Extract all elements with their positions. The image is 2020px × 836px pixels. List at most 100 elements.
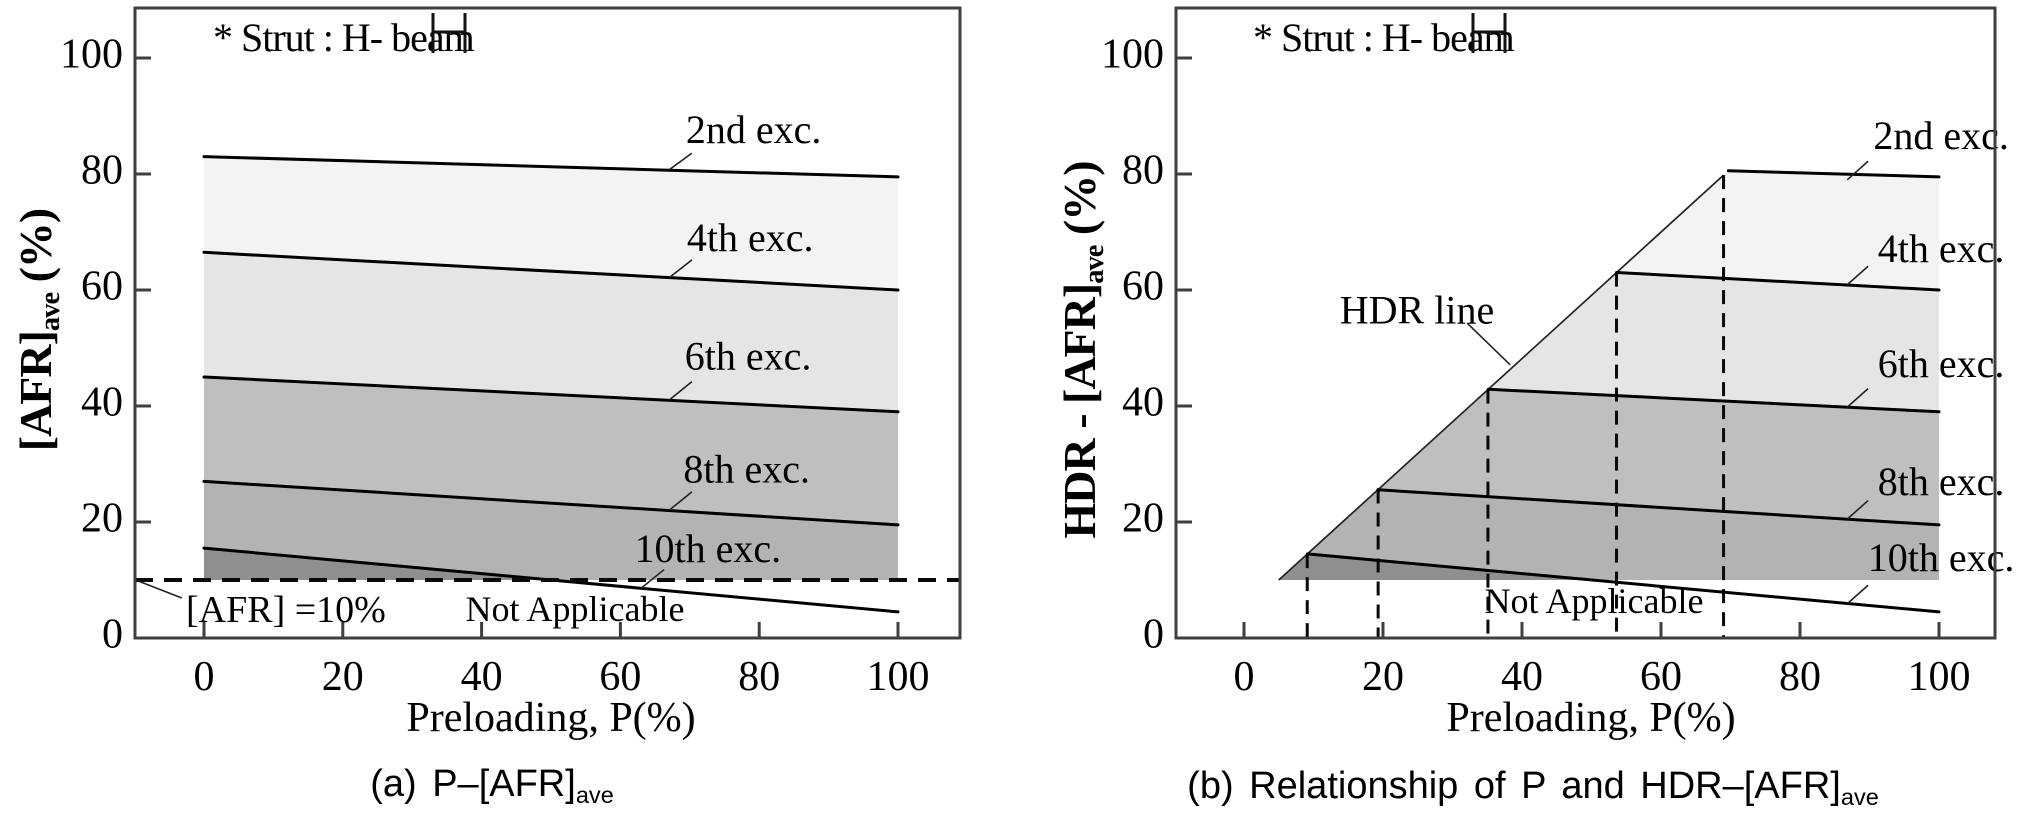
x-tick-label: 80 (738, 654, 780, 700)
band-label: 8th exc. (683, 446, 810, 491)
band-label-leader (668, 259, 693, 279)
h-beam-icon (1471, 13, 1507, 53)
band-label: 2nd exc. (686, 107, 822, 152)
band-a-1 (204, 252, 898, 412)
band-label: 6th exc. (1878, 341, 2005, 386)
y-tick-label: 100 (1101, 32, 1164, 78)
exc-line-a-3 (202, 479, 900, 527)
y-axis-label-b-main: HDR - [AFR] (1054, 283, 1106, 539)
x-tick-label: 40 (461, 654, 503, 700)
hdr-line-label: HDR line (1340, 287, 1494, 334)
band-label: 10th exc. (1868, 535, 2015, 580)
band-label: 4th exc. (1878, 226, 2005, 271)
afr-10-note-text: [AFR] =10% (186, 589, 386, 631)
x-tick-label: 20 (322, 654, 364, 700)
afr-10-note: [AFR] =10% (186, 588, 386, 632)
y-tick-label: 0 (1143, 612, 1164, 658)
y-tick-label: 40 (1122, 380, 1164, 426)
exc-line-b-3 (1376, 488, 1941, 527)
exc-line-b-1 (1615, 271, 1941, 292)
band-label: 8th exc. (1878, 459, 2005, 504)
band-a-2 (204, 377, 898, 525)
y-tick-label: 80 (1122, 148, 1164, 194)
y-axis-label-a-unit: (%) (10, 208, 62, 293)
caption-a-text: (a) P–[AFR] (370, 763, 576, 806)
not-applicable-a: Not Applicable (466, 588, 685, 630)
y-axis-label-b-sub: ave (1078, 245, 1110, 284)
strut-annotation-b: * Strut : H- beam (1253, 14, 1515, 61)
band-label-leader (1846, 388, 1869, 408)
caption-a: (a) P–[AFR]ave (370, 763, 614, 809)
x-tick-label: 20 (1362, 654, 1404, 700)
band-label-leader (668, 381, 693, 401)
band-label-leader (1846, 160, 1869, 181)
y-axis-label-a-main: [AFR] (10, 331, 62, 452)
x-axis-label-a-text: Preloading, P(%) (406, 695, 696, 741)
exc-line-a-0 (202, 155, 900, 179)
y-tick-label: 20 (81, 496, 123, 542)
not-applicable-b: Not Applicable (1485, 580, 1704, 622)
y-axis-label-a: [AFR]ave (%) (9, 209, 67, 452)
x-axis-label-b-text: Preloading, P(%) (1446, 695, 1736, 741)
x-tick-label: 60 (599, 654, 641, 700)
hdr-line-label-text: HDR line (1339, 287, 1495, 333)
band-b-0 (1616, 170, 1939, 290)
y-axis-label-b: HDR - [AFR]ave (%) (1053, 161, 1111, 538)
band-a-3 (204, 481, 898, 580)
band-a-0 (204, 156, 898, 290)
y-tick-label: 60 (81, 264, 123, 310)
x-tick-label: 60 (1640, 654, 1682, 700)
strut-annotation-b-text: * Strut : H- beam (1253, 15, 1515, 60)
y-axis-label-b-unit: (%) (1054, 161, 1106, 246)
x-axis-label-b: Preloading, P(%) (1446, 694, 1735, 742)
y-tick-label: 40 (81, 380, 123, 426)
x-tick-label: 40 (1501, 654, 1543, 700)
strut-annotation-a-text: * Strut : H- beam (213, 15, 475, 60)
x-axis-label-a: Preloading, P(%) (406, 694, 695, 742)
y-tick-label: 80 (81, 148, 123, 194)
caption-b-text: (b) Relationship of P and HDR–[AFR] (1187, 765, 1841, 808)
band-label-leader (1846, 499, 1869, 520)
y-axis-label-a-sub: ave (34, 292, 66, 332)
exc-line-b-0 (1726, 169, 1941, 179)
y-tick-label: 60 (1122, 264, 1164, 310)
band-label: 10th exc. (635, 526, 782, 571)
y-tick-label: 20 (1122, 496, 1164, 542)
band-label-leader (668, 152, 693, 171)
x-tick-label: 80 (1779, 654, 1821, 700)
plot-box-b (1174, 6, 1997, 640)
exc-line-a-2 (202, 375, 900, 414)
x-tick-label: 100 (867, 654, 930, 700)
band-b-3 (1307, 489, 1939, 580)
caption-a-sub: ave (575, 781, 614, 808)
caption-b: (b) Relationship of P and HDR–[AFR]ave (1187, 765, 1879, 811)
exc-line-b-2 (1486, 387, 1941, 414)
hdr-label-leader (1466, 322, 1511, 366)
plot-box-a (133, 6, 962, 640)
band-label: 6th exc. (685, 333, 812, 378)
not-applicable-b-text: Not Applicable (1484, 581, 1704, 621)
band-label: 2nd exc. (1873, 113, 2009, 158)
x-tick-label: 100 (1908, 654, 1971, 700)
x-tick-label: 0 (1234, 654, 1255, 700)
h-beam-icon (431, 13, 467, 53)
band-label-leader (1846, 265, 1869, 286)
strut-annotation-a: * Strut : H- beam (213, 14, 475, 61)
band-label: 4th exc. (687, 215, 814, 260)
band-b-2 (1377, 389, 1939, 525)
band-label-leader (1846, 584, 1869, 605)
band-label-leader (668, 491, 693, 512)
not-applicable-a-text: Not Applicable (465, 589, 685, 629)
exc-line-a-1 (202, 250, 900, 292)
exc-line-b-4 (1305, 552, 1941, 614)
band-label-leader (640, 568, 665, 589)
band-b-1 (1488, 272, 1939, 412)
caption-b-sub: ave (1840, 783, 1879, 810)
hdr-line (1278, 174, 1725, 581)
y-tick-label: 100 (60, 32, 123, 78)
y-tick-label: 0 (102, 612, 123, 658)
afr-floor-leader (139, 580, 183, 599)
x-tick-label: 0 (194, 654, 215, 700)
